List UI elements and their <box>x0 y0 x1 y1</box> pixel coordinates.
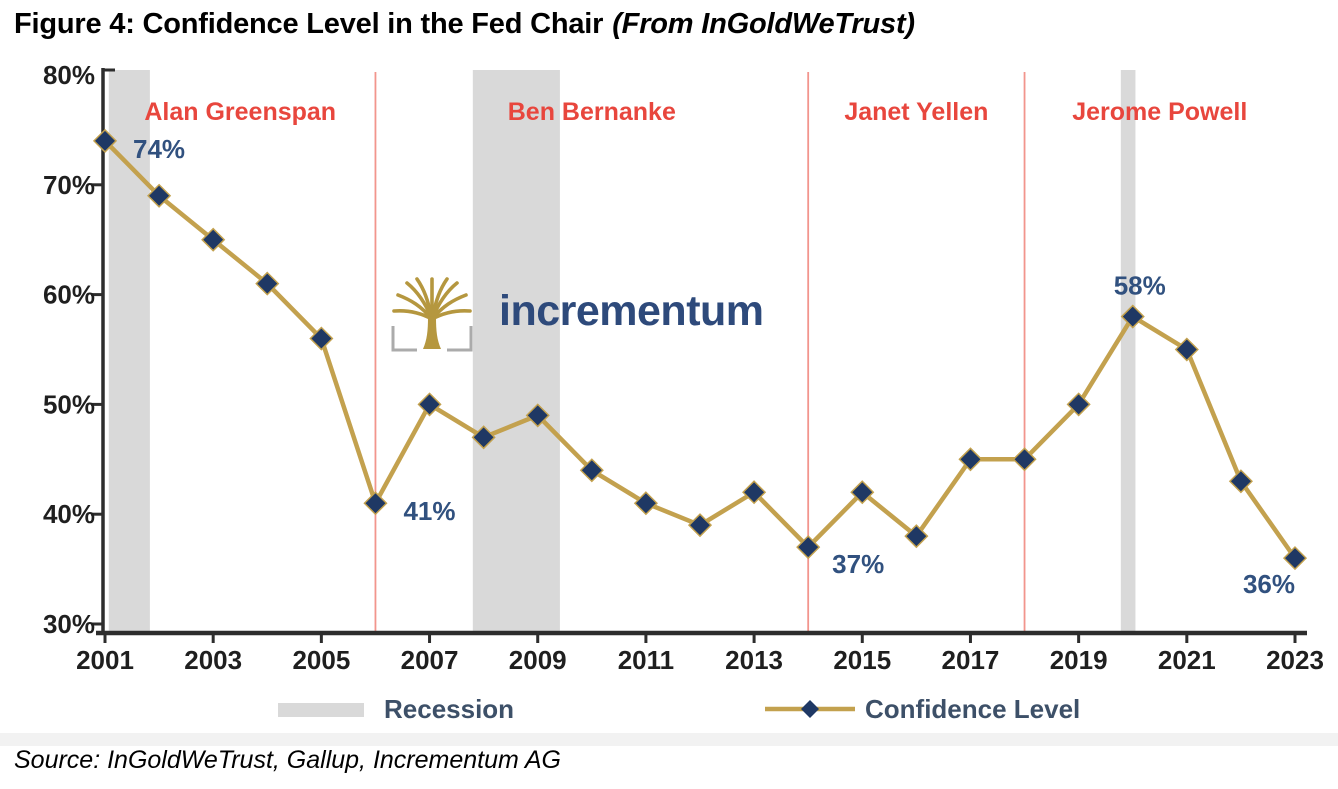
data-point-marker <box>525 403 550 428</box>
x-tick-label: 2017 <box>942 645 1000 675</box>
recession-swatch <box>278 703 364 717</box>
legend-label-recession: Recession <box>384 694 515 724</box>
data-point-marker <box>1066 392 1091 417</box>
x-tick-label: 2001 <box>76 645 134 675</box>
recession-band <box>472 70 560 633</box>
data-point-marker <box>796 535 821 560</box>
chair-era-label: Alan Greenspan <box>144 98 336 126</box>
x-tick-label: 2021 <box>1158 645 1216 675</box>
data-point-marker <box>579 458 604 483</box>
data-point-marker <box>1174 337 1199 362</box>
legend-item-confidence: Confidence Level <box>763 692 1080 726</box>
data-point-marker <box>1282 546 1308 571</box>
data-point-marker <box>309 326 334 351</box>
figure-title-main: Figure 4: Confidence Level in the Fed Ch… <box>14 8 604 40</box>
point-value-label: 58% <box>1114 271 1166 301</box>
recession-band <box>1120 70 1136 633</box>
source-caption: Source: InGoldWeTrust, Gallup, Increment… <box>14 746 561 774</box>
point-value-label: 74% <box>133 134 185 164</box>
divider-strip <box>0 733 1338 746</box>
y-tick-label: 30% <box>43 609 95 639</box>
x-tick-label: 2007 <box>401 645 459 675</box>
data-point-marker <box>1228 469 1253 494</box>
data-point-marker <box>417 392 442 417</box>
data-point-marker <box>363 491 388 516</box>
x-tick-label: 2005 <box>292 645 350 675</box>
data-point-marker <box>687 513 713 538</box>
data-point-marker <box>958 447 983 472</box>
data-point-marker <box>904 524 929 549</box>
x-tick-label: 2009 <box>509 645 567 675</box>
data-point-marker <box>742 480 767 505</box>
x-tick-label: 2003 <box>184 645 242 675</box>
data-point-marker <box>471 425 496 450</box>
confidence-chart: 30% 40% 50% 60% 70% 80% 2001 2003 2005 2007 2009 20… <box>43 60 1324 675</box>
y-tick-label: 60% <box>43 280 95 310</box>
data-point-marker <box>201 227 226 252</box>
x-tick-label: 2015 <box>833 645 891 675</box>
chair-era-label: Ben Bernanke <box>508 98 676 126</box>
point-value-label: 41% <box>403 496 455 526</box>
y-tick-label: 70% <box>43 170 95 200</box>
legend-label-confidence: Confidence Level <box>865 694 1081 724</box>
data-point-marker <box>633 491 658 516</box>
x-tick-label: 2011 <box>618 645 674 675</box>
legend-item-recession: Recession <box>278 692 514 726</box>
data-point-marker <box>147 183 172 208</box>
data-point-marker <box>1120 304 1145 329</box>
chair-era-label: Janet Yellen <box>844 98 988 126</box>
data-point-marker <box>255 271 280 296</box>
tree-trunk <box>423 317 441 349</box>
chart-legend: Recession Confidence Level <box>0 692 1338 726</box>
x-tick-label: 2019 <box>1050 645 1108 675</box>
incrementum-logo-text: incrementum <box>499 286 764 335</box>
y-tick-label: 40% <box>43 499 95 529</box>
point-value-label: 37% <box>832 549 884 579</box>
y-tick-label: 50% <box>43 389 95 419</box>
x-tick-label: 2013 <box>725 645 783 675</box>
x-tick-label: 2023 <box>1266 645 1324 675</box>
chair-era-label: Jerome Powell <box>1072 98 1247 126</box>
incrementum-tree-icon <box>391 277 473 352</box>
figure-title: Figure 4: Confidence Level in the Fed Ch… <box>14 8 915 41</box>
data-point-marker <box>92 128 118 153</box>
data-point-marker <box>850 480 875 505</box>
data-point-marker <box>1012 447 1037 472</box>
confidence-line-swatch <box>765 700 855 718</box>
figure-title-note: (From InGoldWeTrust) <box>612 8 915 40</box>
y-tick-label: 80% <box>43 60 95 90</box>
point-value-label: 36% <box>1243 569 1295 599</box>
incrementum-logo: incrementum <box>390 272 764 356</box>
